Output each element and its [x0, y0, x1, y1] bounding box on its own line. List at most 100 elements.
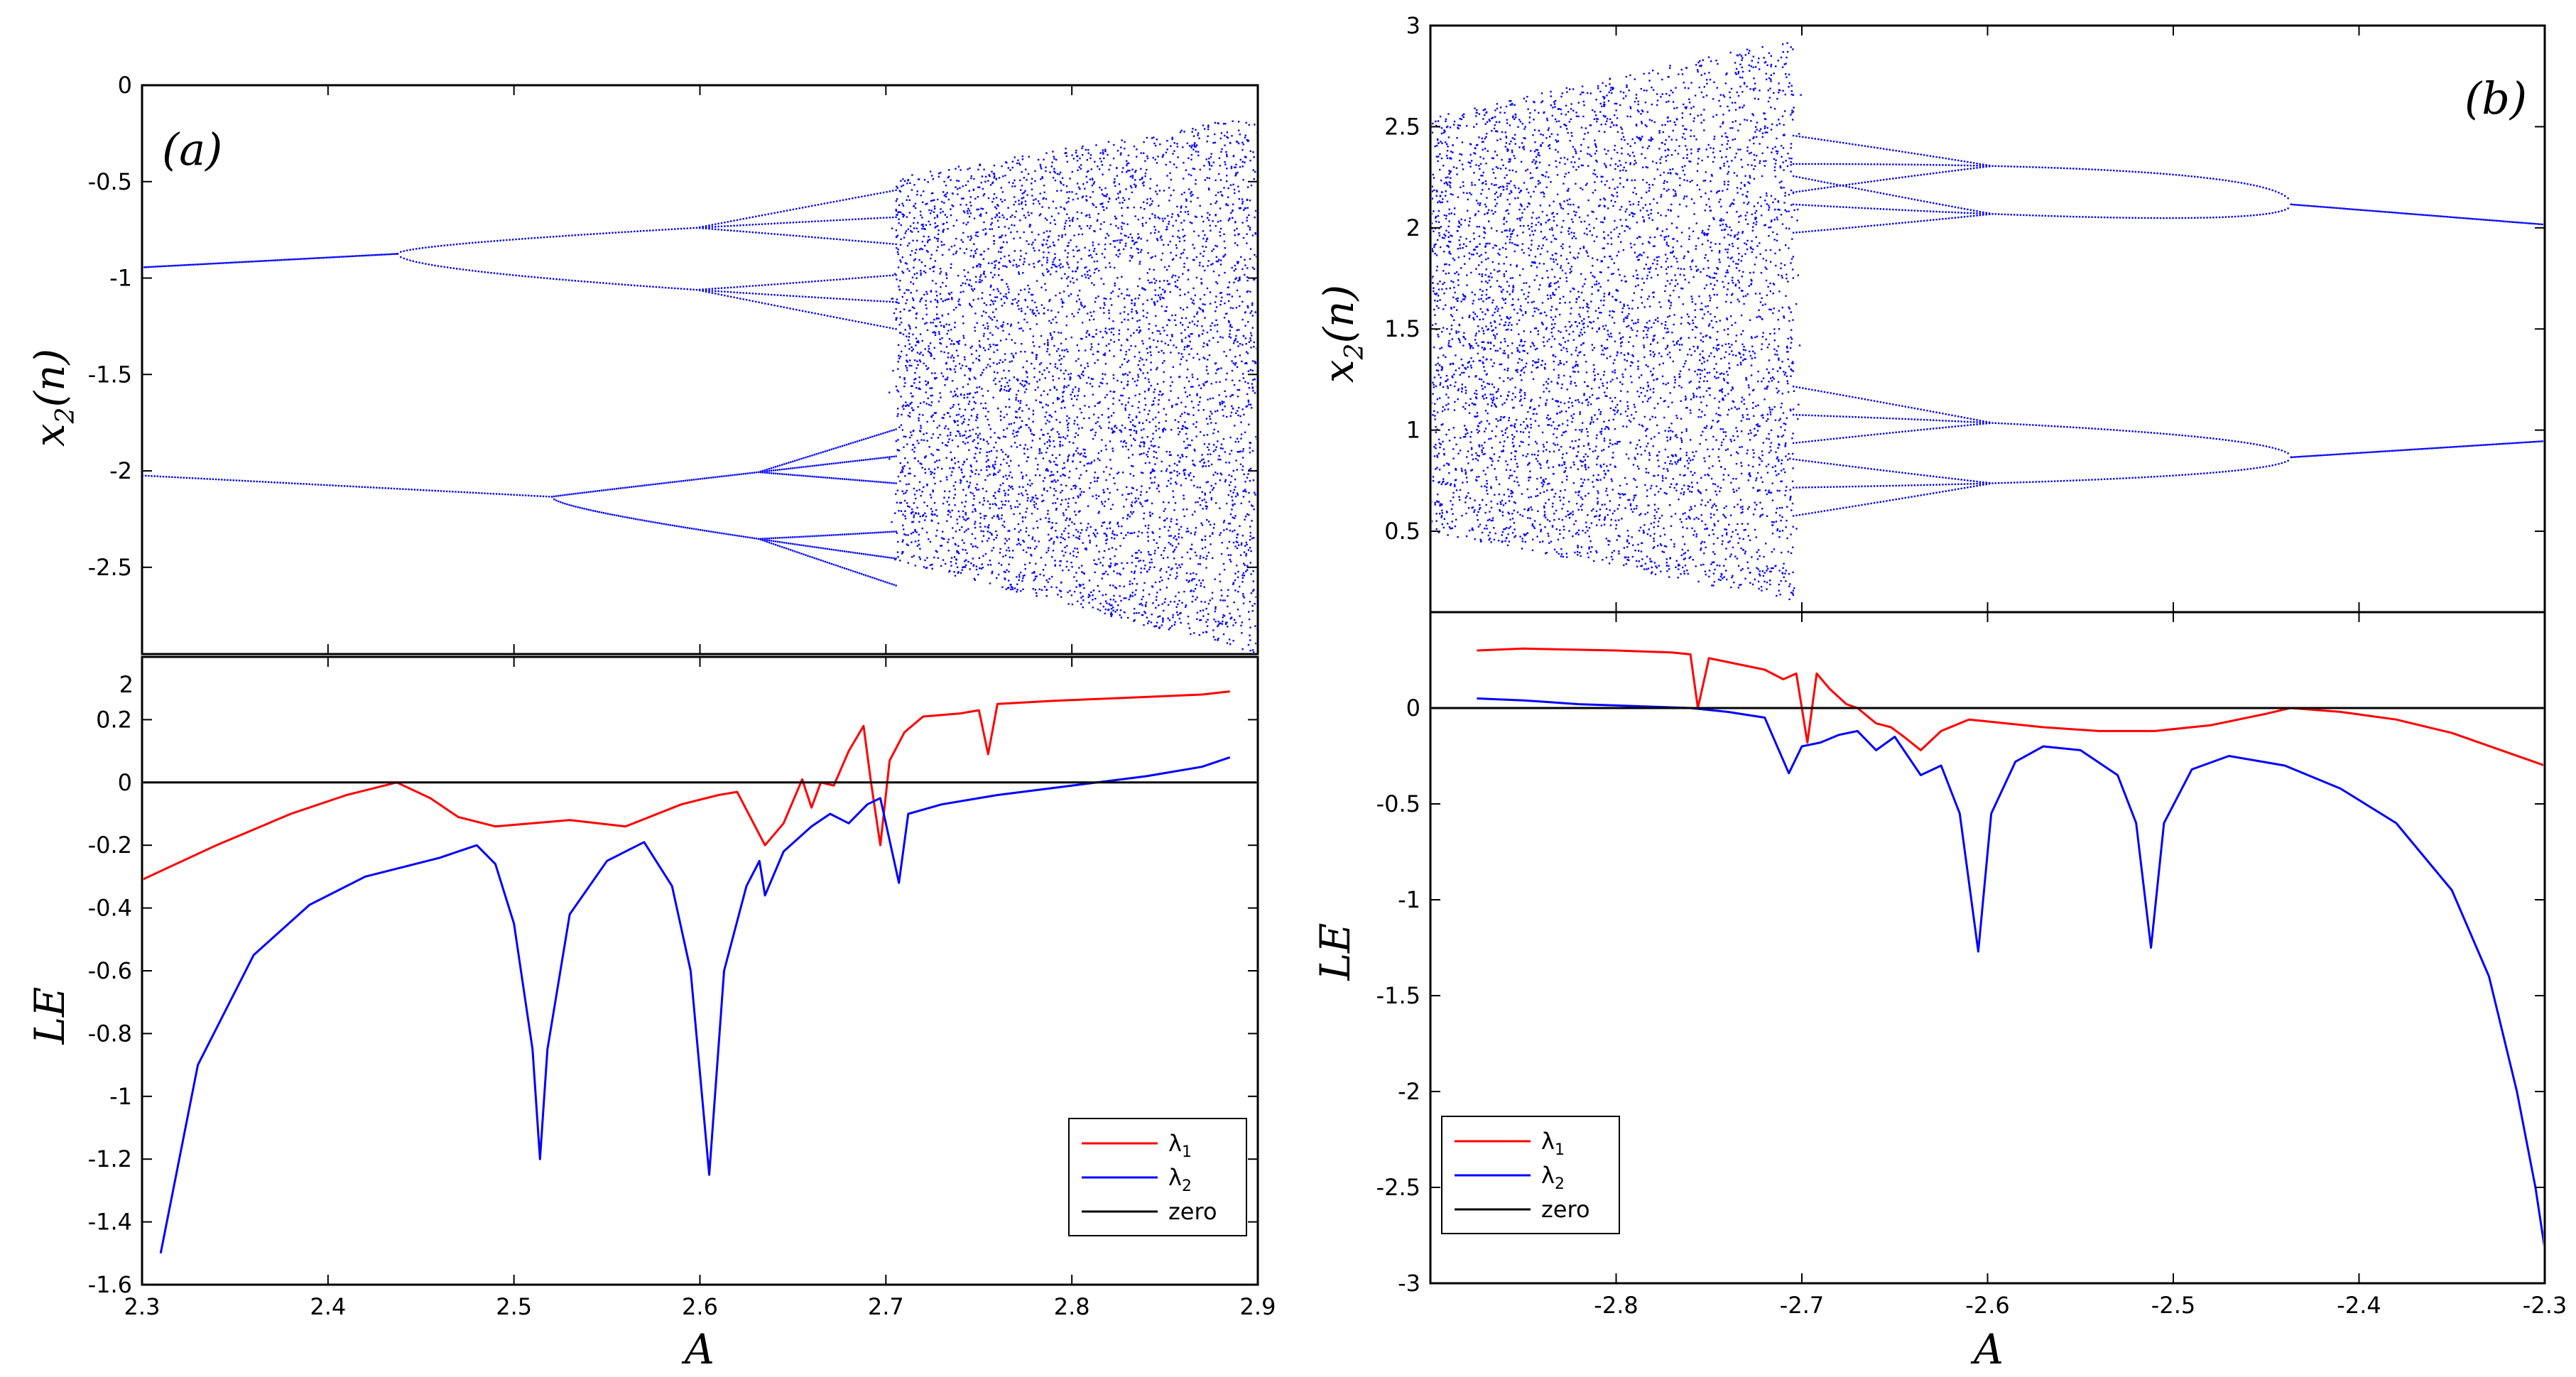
- panel-a-bifurcation-point: [918, 376, 920, 379]
- panel-a-bifurcation-point: [925, 531, 928, 533]
- panel-a-bifurcation-point: [1248, 214, 1250, 217]
- panel-a-bifurcation-point: [913, 475, 916, 477]
- panel-a-bifurcation-point: [1024, 200, 1027, 202]
- panel-a-bifurcation-point: [888, 530, 891, 533]
- panel-a-bifurcation-point: [1164, 598, 1166, 600]
- panel-a-bifurcation-point: [947, 357, 950, 359]
- panel-a-bifurcation-point: [848, 278, 850, 280]
- panel-a-bifurcation-point: [724, 287, 726, 289]
- panel-a-bifurcation-point: [993, 538, 995, 541]
- panel-a-bifurcation-point: [1079, 453, 1081, 456]
- panel-a-bifurcation-point: [1162, 617, 1164, 619]
- panel-a-bifurcation-point: [1212, 142, 1214, 144]
- panel-a-bifurcation-point: [934, 207, 936, 209]
- panel-a-bifurcation-point: [1241, 542, 1243, 544]
- panel-a-bifurcation-point: [1168, 319, 1171, 322]
- panel-a-bifurcation-point: [778, 537, 781, 539]
- panel-a-bifurcation-point: [903, 533, 906, 535]
- panel-a-bifurcation-point: [805, 466, 807, 468]
- panel-a-bifurcation-point: [1129, 429, 1131, 431]
- panel-a-bifurcation-point: [980, 530, 982, 532]
- panel-a-bifurcation-point: [852, 277, 854, 280]
- panel-a-bifurcation-point: [786, 295, 788, 297]
- panel-a-bifurcation-point: [1114, 246, 1116, 248]
- panel-a-bifurcation-point: [412, 248, 414, 251]
- panel-a-bifurcation-point: [1239, 295, 1241, 298]
- panel-a-bifurcation-point: [1121, 228, 1123, 230]
- panel-a-bifurcation-point: [915, 317, 918, 320]
- panel-a-bifurcation-point: [1102, 503, 1104, 505]
- panel-a-bifurcation-point: [1137, 535, 1139, 538]
- panel-a-bifurcation-point: [1187, 326, 1190, 328]
- panel-a-bifurcation-point: [1084, 405, 1086, 407]
- panel-a-bifurcation-point: [907, 544, 909, 547]
- panel-a-bifurcation-point: [895, 319, 897, 321]
- panel-a-bifurcation-point: [720, 287, 723, 289]
- panel-a-bifurcation-point: [411, 489, 413, 491]
- panel-a-bifurcation-point: [1082, 606, 1084, 609]
- panel-a-bifurcation-point: [882, 531, 884, 533]
- panel-a-bifurcation-point: [780, 211, 782, 213]
- panel-a-bifurcation-point: [1055, 587, 1058, 589]
- panel-a-bifurcation-point: [1205, 418, 1208, 420]
- panel-a-bifurcation-point: [767, 293, 769, 295]
- panel-a-bifurcation-point: [1067, 285, 1069, 287]
- panel-a-bifurcation-point: [568, 494, 570, 496]
- panel-a-bifurcation-point: [1047, 469, 1049, 472]
- panel-a-bifurcation-point: [809, 535, 811, 538]
- panel-a-bifurcation-point: [1179, 256, 1182, 258]
- panel-a-bifurcation-point: [1040, 286, 1043, 288]
- panel-a-bifurcation-point: [1247, 290, 1249, 293]
- panel-a-bifurcation-point: [222, 262, 224, 264]
- panel-a-bifurcation-point: [943, 496, 945, 499]
- panel-a-bifurcation-point: [870, 323, 872, 325]
- panel-a-bifurcation-point: [980, 567, 983, 570]
- panel-a-bifurcation-point: [1233, 188, 1236, 191]
- panel-a-bifurcation-point: [1080, 227, 1082, 230]
- panel-a-bifurcation-point: [904, 457, 906, 459]
- panel-a-bifurcation-point: [1244, 156, 1246, 158]
- panel-a-bifurcation-point: [817, 464, 820, 467]
- panel-a-bifurcation-point: [865, 479, 867, 482]
- panel-a-bifurcation-point: [978, 386, 981, 388]
- panel-a-bifurcation-point: [1198, 497, 1201, 499]
- panel-a-bifurcation-point: [786, 462, 788, 464]
- panel-a-bifurcation-point: [915, 277, 918, 279]
- panel-a-bifurcation-point: [1131, 168, 1134, 170]
- panel-a-bifurcation-point: [796, 535, 798, 538]
- panel-a-bifurcation-point: [1168, 451, 1171, 453]
- panel-a-bifurcation-point: [944, 490, 946, 492]
- panel-a-bifurcation-point: [856, 552, 859, 555]
- panel-a-bifurcation-point: [896, 415, 898, 418]
- panel-a-bifurcation-point: [994, 267, 996, 269]
- panel-a-bifurcation-point: [1229, 643, 1232, 646]
- panel-a-bifurcation-point: [425, 263, 427, 265]
- panel-a-bifurcation-point: [832, 534, 835, 536]
- panel-a-bifurcation-point: [1052, 177, 1055, 179]
- panel-a-bifurcation-point: [1031, 536, 1034, 538]
- panel-a-bifurcation-point: [1156, 383, 1159, 385]
- panel-a-bifurcation-point: [918, 442, 920, 445]
- panel-a-bifurcation-point: [1238, 329, 1240, 331]
- panel-a-bifurcation-point: [714, 290, 717, 293]
- panel-a-bifurcation-point: [680, 288, 683, 290]
- panel-a-bifurcation-point: [1052, 402, 1054, 404]
- panel-a-bifurcation-point: [989, 436, 992, 438]
- panel-a-bifurcation-point: [652, 285, 654, 288]
- panel-a-bifurcation-point: [808, 296, 810, 298]
- panel-a-bifurcation-point: [1184, 426, 1187, 428]
- panel-a-bifurcation-point: [1080, 164, 1082, 166]
- panel-a-bifurcation-point: [1074, 395, 1076, 397]
- panel-a-bifurcation-point: [772, 467, 775, 469]
- panel-a-bifurcation-point: [1249, 150, 1251, 153]
- panel-a-bifurcation-point: [1140, 441, 1142, 443]
- panel-a-bifurcation-point: [1256, 391, 1258, 392]
- panel-a-bifurcation-point: [658, 229, 661, 231]
- panel-a-bifurcation-point: [1229, 337, 1232, 339]
- panel-a-bifurcation-point: [830, 448, 832, 450]
- panel-a-bifurcation-point: [369, 254, 371, 256]
- panel-a-bifurcation-point: [845, 533, 848, 535]
- panel-a-bifurcation-point: [757, 538, 760, 540]
- panel-a-bifurcation-point: [1242, 593, 1244, 595]
- panel-a-bifurcation-point: [409, 259, 411, 261]
